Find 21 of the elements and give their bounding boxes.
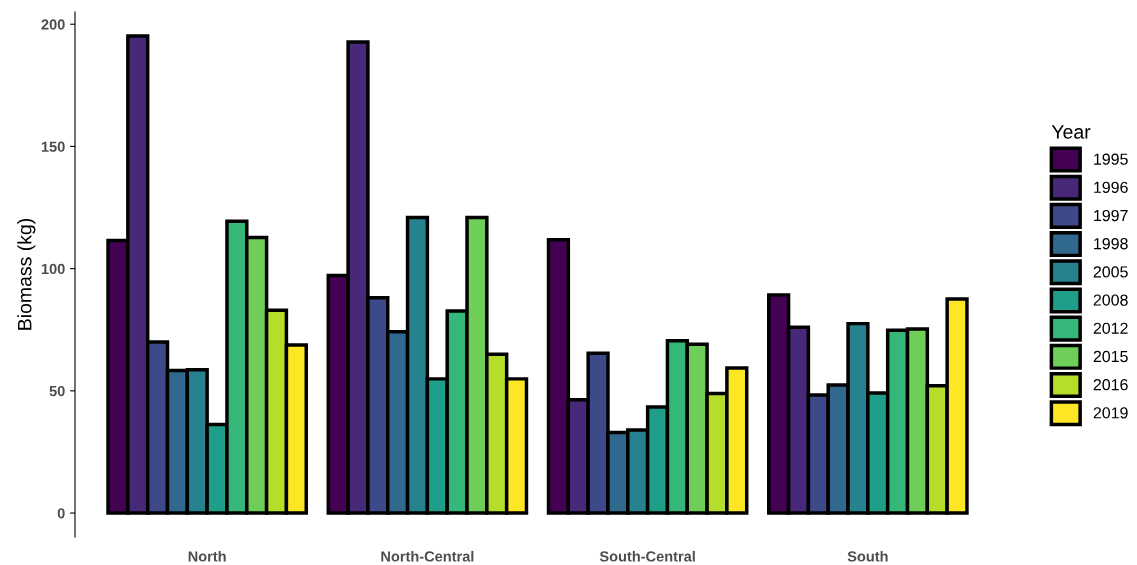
x-tick-label: South-Central: [599, 550, 695, 562]
y-tick-label: 200: [41, 19, 65, 30]
legend-label: 2015: [1093, 350, 1128, 363]
legend-label: 2012: [1093, 322, 1128, 334]
legend-label: 1995: [1094, 153, 1128, 165]
legend-label: 2016: [1093, 379, 1128, 391]
y-tick-label: 0: [57, 508, 65, 519]
x-tick-label: North-Central: [381, 550, 474, 562]
legend-label: 2005: [1093, 266, 1128, 278]
y-tick-label: 100: [41, 263, 65, 275]
legend-label: 2008: [1093, 294, 1128, 306]
legend-label: 1998: [1094, 238, 1128, 250]
x-tick-label: South: [847, 550, 888, 562]
y-tick-label: 50: [49, 385, 65, 397]
y-tick-label: 150: [41, 141, 65, 152]
x-tick-label: North: [188, 550, 226, 562]
legend-label: 1997: [1094, 209, 1128, 222]
legend-label: 1996: [1094, 181, 1128, 193]
legend-label: 2019: [1093, 407, 1128, 419]
y-axis-title: Biomass (kg): [17, 218, 36, 330]
legend-title: Year: [1051, 125, 1091, 139]
